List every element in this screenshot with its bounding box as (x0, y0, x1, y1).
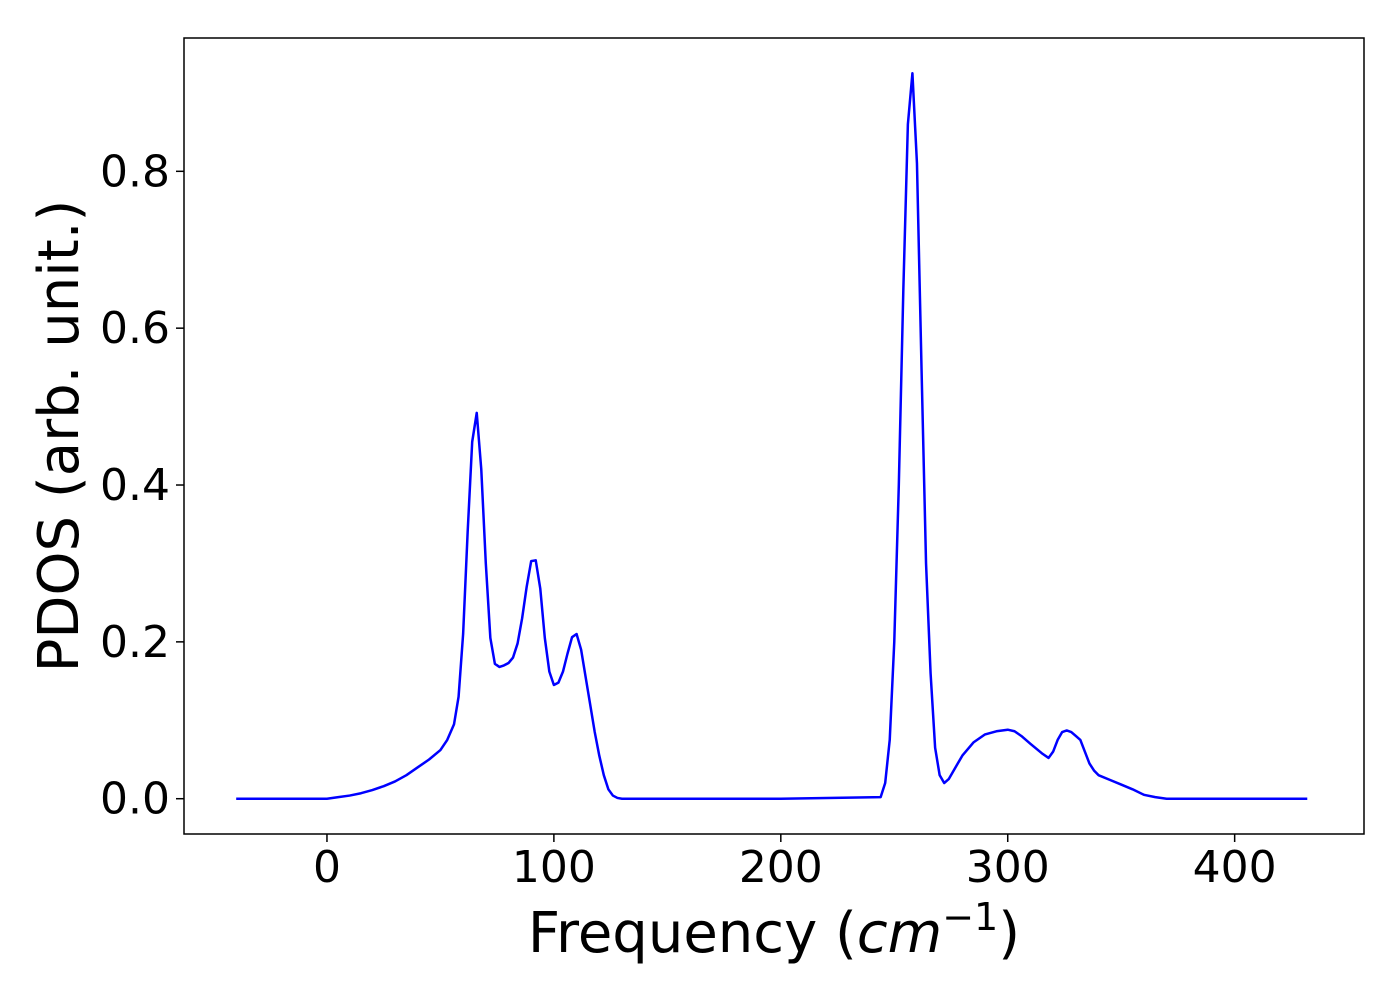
x-tick-label: 0 (313, 842, 341, 893)
y-tick-label: 0.8 (100, 146, 170, 197)
y-tick-label: 0.6 (100, 303, 170, 354)
plot-area (236, 72, 1308, 800)
x-axis-label-unit: cm (857, 901, 942, 966)
x-axis-ticks: 0 100 200 300 400 (313, 834, 1277, 893)
series-line-0 (236, 72, 1308, 800)
plot-frame (183, 37, 1365, 835)
y-tick-label: 0.2 (100, 617, 170, 668)
x-tick-label: 200 (739, 842, 823, 893)
x-tick-label: 100 (512, 842, 596, 893)
x-tick-label: 400 (1193, 842, 1277, 893)
y-axis-ticks: 0.0 0.2 0.4 0.6 0.8 (100, 146, 184, 825)
y-tick-label: 0.4 (100, 460, 170, 511)
x-tick-label: 300 (966, 842, 1050, 893)
x-axis-label-exponent: −1 (942, 895, 998, 939)
x-axis-label-text: Frequency ( (528, 901, 857, 966)
y-tick-label: 0.0 (100, 774, 170, 825)
y-axis-label: PDOS (arb. unit.) (27, 200, 92, 673)
x-axis-label: Frequency (cm−1) (528, 895, 1020, 966)
x-axis-label-close: ) (998, 901, 1020, 966)
